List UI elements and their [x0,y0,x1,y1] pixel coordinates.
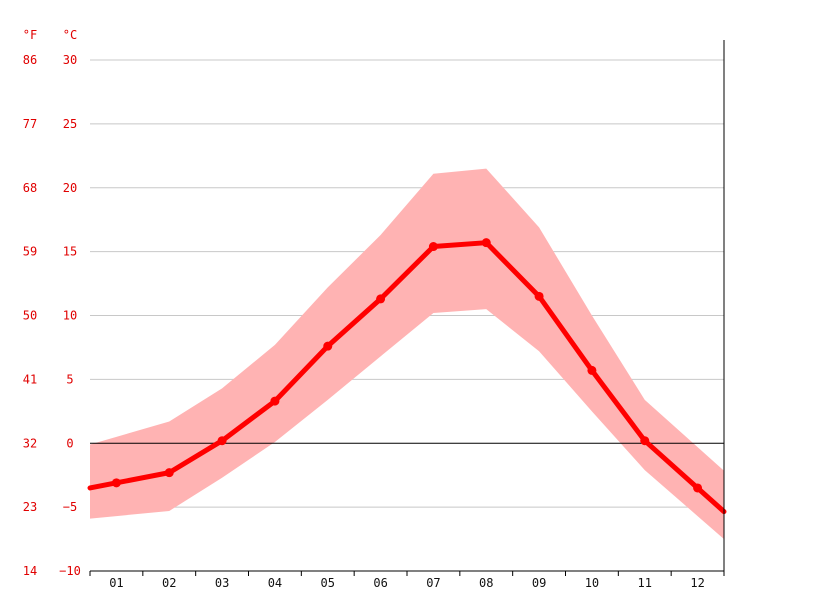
x-tick-label-01: 01 [109,576,123,590]
y-tick-label-celsius: −10 [59,564,81,578]
y-tick-label-fahrenheit: 32 [23,436,37,450]
temperature-range-band [90,168,724,540]
x-tick-label-07: 07 [426,576,440,590]
data-point-08 [481,238,491,248]
x-tick-label-10: 10 [585,576,599,590]
y-tick-label-celsius: 25 [63,117,77,131]
y-tick-label-celsius: 0 [66,436,73,450]
y-tick-label-celsius: 20 [63,181,77,195]
y-tick-label-celsius: 10 [63,309,77,323]
data-point-06 [376,294,386,304]
y-tick-label-fahrenheit: 86 [23,53,37,67]
celsius-unit-label: °C [63,28,77,42]
fahrenheit-unit-label: °F [23,28,37,42]
x-tick-label-03: 03 [215,576,229,590]
temperature-range-area [90,168,724,540]
data-point-10 [587,365,597,375]
y-tick-label-fahrenheit: 23 [23,500,37,514]
data-point-12 [693,483,703,493]
x-tick-label-06: 06 [373,576,387,590]
y-tick-label-fahrenheit: 41 [23,372,37,386]
x-tick-label-04: 04 [268,576,282,590]
y-tick-label-celsius: 5 [66,372,73,386]
data-point-01 [111,478,121,488]
y-tick-label-fahrenheit: 68 [23,181,37,195]
data-point-05 [323,341,333,351]
y-tick-label-celsius: 15 [63,245,77,259]
x-tick-label-11: 11 [638,576,652,590]
tick-labels: 86 30 77 25 68 20 59 15 50 10 41 5 32 0 23 −5 14 −10 °F °C 0… [23,28,705,590]
data-point-03 [217,436,227,446]
y-tick-label-fahrenheit: 14 [23,564,37,578]
data-point-09 [534,291,544,301]
data-point-07 [428,242,438,252]
y-tick-label-fahrenheit: 77 [23,117,37,131]
x-tick-label-02: 02 [162,576,176,590]
axes [89,40,725,576]
x-tick-label-05: 05 [321,576,335,590]
y-tick-label-celsius: −5 [63,500,77,514]
data-point-02 [164,468,174,478]
data-point-04 [270,396,280,406]
mean-temperature-series [87,238,727,515]
mean-temperature-line [87,240,727,515]
y-tick-label-celsius: 30 [63,53,77,67]
x-tick-label-12: 12 [690,576,704,590]
x-tick-label-09: 09 [532,576,546,590]
data-point-11 [640,436,650,446]
x-tick-label-08: 08 [479,576,493,590]
y-tick-label-fahrenheit: 59 [23,245,37,259]
y-tick-label-fahrenheit: 50 [23,309,37,323]
